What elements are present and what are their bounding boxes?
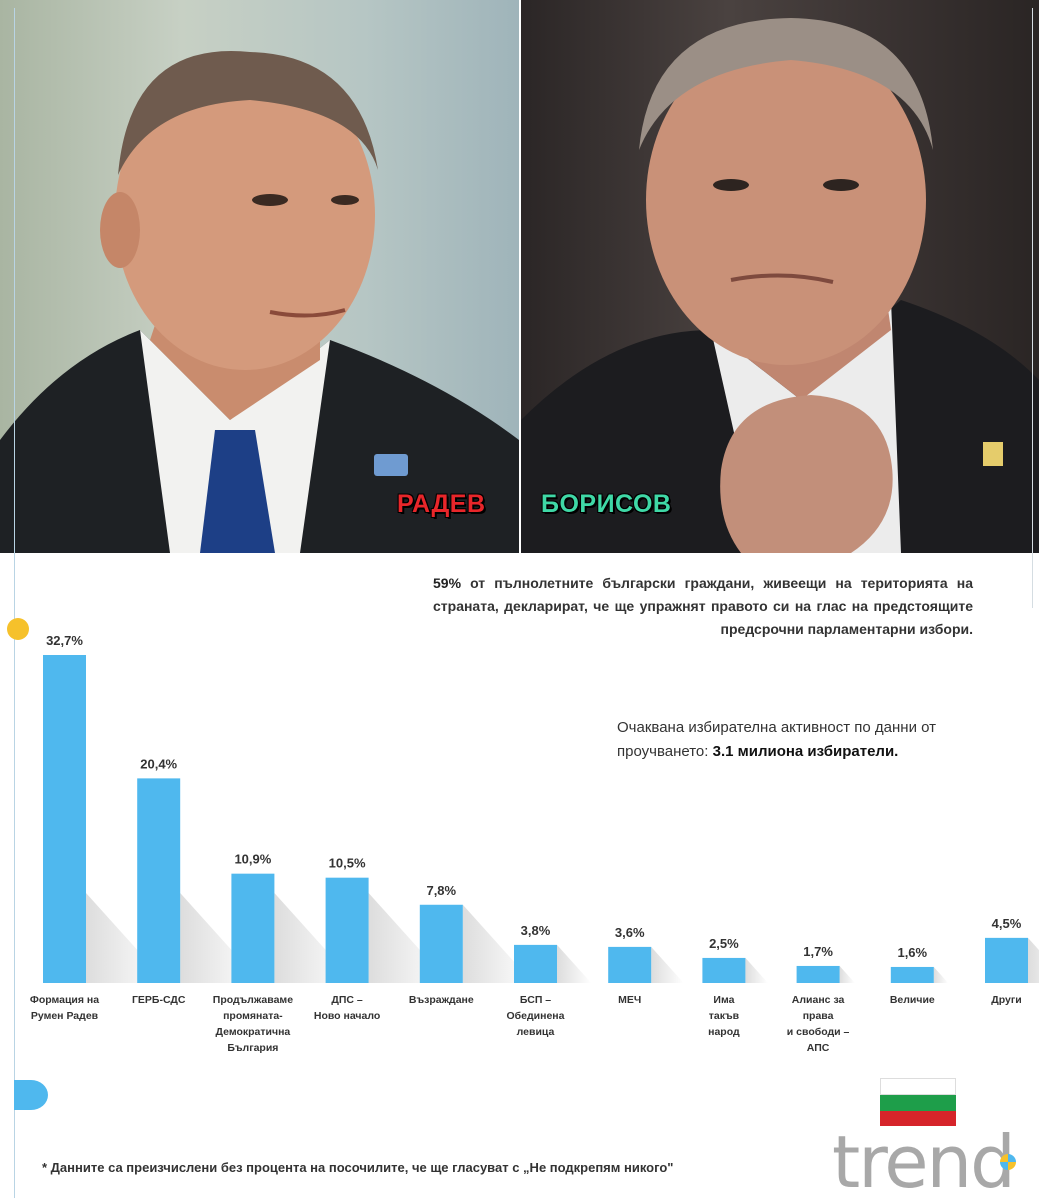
category-label: Формация на <box>30 994 99 1006</box>
turnout-percent: 59% <box>433 575 462 591</box>
bar-value-label: 32,7% <box>46 633 83 648</box>
category-label: левица <box>517 1026 555 1038</box>
category-label: Възраждане <box>409 994 474 1006</box>
category-label: и свободи – <box>787 1026 850 1038</box>
activity-note: Очаквана избирателна активност по данни … <box>617 716 987 764</box>
bar-value-label: 10,9% <box>234 852 271 867</box>
bar-value-label: 10,5% <box>329 856 366 871</box>
category-label: БСП – <box>520 994 551 1006</box>
bar-value-label: 20,4% <box>140 756 177 771</box>
category-label: народ <box>708 1026 740 1038</box>
right-border-line <box>1032 8 1033 608</box>
category-label: права <box>803 1010 834 1022</box>
category-label: Други <box>991 994 1021 1006</box>
category-label: такъв <box>709 1010 740 1022</box>
bar-value-label: 1,6% <box>897 945 927 960</box>
photo-divider <box>519 0 521 553</box>
activity-text: Очаквана избирателна активност по данни … <box>617 719 937 760</box>
category-label: промяната- <box>223 1010 283 1022</box>
category-label: Обединена <box>507 1010 565 1022</box>
bar-value-label: 2,5% <box>709 936 739 951</box>
borisov-label: БОРИСОВ <box>541 490 672 518</box>
bar <box>514 944 557 983</box>
bar-shadow <box>745 957 768 983</box>
category-label: Румен Радев <box>31 1010 99 1022</box>
category-label: ГЕРБ-СДС <box>132 994 186 1006</box>
logo-dot-icon <box>1000 1154 1016 1170</box>
bar-value-label: 7,8% <box>426 883 456 898</box>
photo-radev <box>0 0 519 553</box>
footnote: * Данните са преизчислени без процента н… <box>42 1160 674 1175</box>
bar <box>608 946 652 983</box>
bar-value-label: 3,6% <box>615 925 645 940</box>
turnout-note: 59% от пълнолетните български граждани, … <box>433 572 973 641</box>
radev-label: РАДЕВ <box>397 490 486 518</box>
bar <box>702 957 746 983</box>
category-label: ДПС – <box>331 994 363 1006</box>
category-label: Продължаваме <box>213 994 293 1006</box>
bar-shadow <box>1028 937 1039 983</box>
trend-logo: trend <box>832 1074 1032 1204</box>
blue-marker <box>14 1080 48 1110</box>
bar-value-label: 4,5% <box>992 916 1022 931</box>
photo-borisov <box>521 0 1039 553</box>
bar <box>231 873 275 983</box>
bar <box>137 778 181 983</box>
turnout-text: от пълнолетните български граждани, живе… <box>433 575 973 637</box>
category-label: България <box>227 1042 278 1054</box>
bar-value-label: 3,8% <box>521 923 551 938</box>
category-label: Алианс за <box>792 994 845 1006</box>
bar <box>796 965 840 983</box>
bar-value-label: 1,7% <box>803 944 833 959</box>
bar-shadow <box>839 965 855 983</box>
bar-shadow <box>651 946 684 983</box>
bar <box>890 966 934 983</box>
category-label: Демократична <box>216 1026 291 1038</box>
bar-shadow <box>180 893 262 983</box>
activity-value: 3.1 милиона избиратели. <box>712 743 899 760</box>
orange-marker <box>7 618 29 640</box>
photo-strip: РАДЕВ БОРИСОВ <box>0 0 1039 553</box>
bar <box>419 904 463 983</box>
category-label: Ново начало <box>314 1010 380 1022</box>
category-label: АПС <box>807 1042 830 1054</box>
bulgarian-flag-icon <box>880 1078 956 1126</box>
category-label: Има <box>713 994 734 1006</box>
bar <box>43 655 86 983</box>
category-label: МЕЧ <box>618 994 641 1006</box>
bar <box>325 877 369 983</box>
bar-shadow <box>557 944 592 983</box>
bar <box>985 937 1028 983</box>
trend-logo-text: trend <box>832 1120 1016 1204</box>
left-accent-line <box>14 8 15 1198</box>
bar-shadow <box>933 966 949 983</box>
category-label: Величие <box>890 994 935 1006</box>
